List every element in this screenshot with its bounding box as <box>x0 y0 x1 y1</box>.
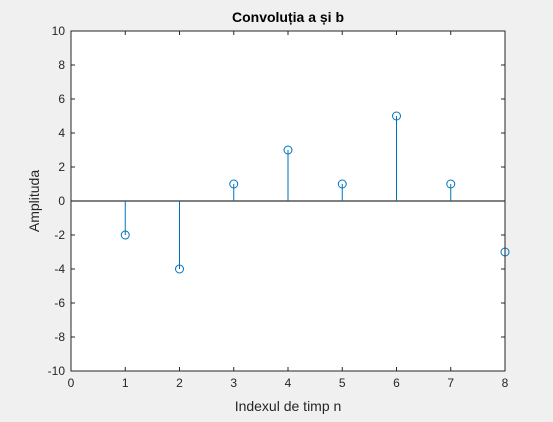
y-axis-label: Amplituda <box>26 170 42 232</box>
y-tick-label: -6 <box>54 296 65 310</box>
x-axis-ticks: 0 1 2 3 4 5 6 7 8 <box>68 31 509 390</box>
y-axis-ticks: -10 -8 -6 -4 -2 0 2 4 6 8 10 <box>48 24 505 378</box>
stem-marker <box>392 111 401 121</box>
y-tick-label: 0 <box>58 194 65 208</box>
x-axis-label: Indexul de timp n <box>235 398 342 414</box>
x-tick-label: 7 <box>447 376 454 390</box>
chart-title: Convoluția a și b <box>232 9 344 25</box>
stem-marker <box>283 145 293 155</box>
x-tick-label: 5 <box>339 376 346 390</box>
x-tick-label: 2 <box>176 376 183 390</box>
y-tick-label: -8 <box>54 330 65 344</box>
x-tick-label: 6 <box>393 376 400 390</box>
stem-marker <box>337 179 347 189</box>
y-tick-label: 4 <box>58 126 65 140</box>
axes-box <box>70 30 506 372</box>
y-tick-label: 8 <box>58 58 65 72</box>
stem-marker <box>446 179 456 189</box>
y-tick-label: -10 <box>48 364 66 378</box>
stem-marker <box>175 264 184 274</box>
x-tick-label: 1 <box>122 376 129 390</box>
stem-marker <box>229 179 239 189</box>
y-tick-label: 6 <box>58 92 65 106</box>
x-tick-label: 0 <box>68 376 75 390</box>
y-tick-label: 10 <box>52 24 66 38</box>
x-tick-label: 4 <box>285 376 292 390</box>
x-tick-label: 3 <box>230 376 237 390</box>
stem-marker <box>120 230 130 240</box>
y-tick-label: -2 <box>54 228 65 242</box>
y-tick-label: 2 <box>58 160 65 174</box>
y-tick-label: -4 <box>54 262 65 276</box>
x-tick-label: 8 <box>502 376 509 390</box>
